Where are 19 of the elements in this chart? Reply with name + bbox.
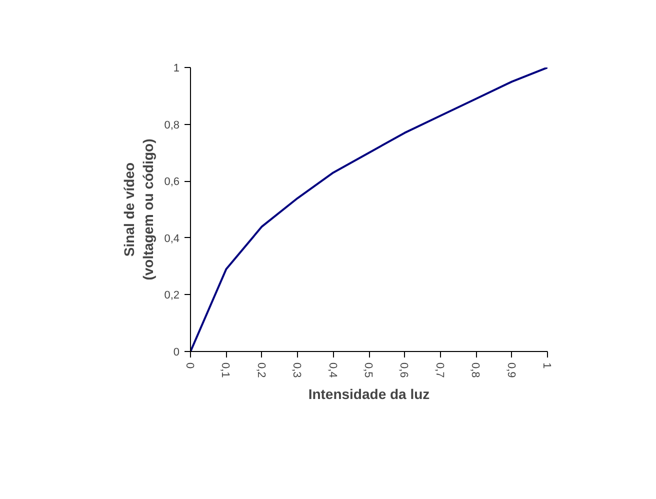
x-axis-title: Intensidade da luz [308, 386, 430, 402]
x-tick-label: 0,6 [398, 362, 410, 378]
x-tick-label: 0,8 [469, 362, 482, 378]
x-tick-label: 0,3 [290, 362, 303, 378]
x-tick-label: 0 [184, 362, 196, 369]
x-tick-label: 0,7 [433, 362, 446, 378]
x-tick-label: 0,4 [326, 362, 338, 378]
x-tick-label: 0,5 [362, 362, 374, 378]
x-tick-label: 0,9 [504, 362, 517, 378]
y-axis-title: Sinal de vídeo (voltagem ou código) [121, 138, 156, 280]
y-tick-label: 0,8 [164, 119, 180, 132]
y-tick-label: 0,4 [164, 232, 180, 245]
x-tick-label: 1 [540, 362, 552, 369]
y-tick-label: 0,2 [164, 290, 180, 302]
x-tick-label: 0,2 [254, 362, 267, 378]
y-tick-label: 0,6 [164, 176, 180, 188]
y-tick-label: 1 [173, 62, 180, 74]
y-tick-label: 0 [173, 346, 180, 358]
x-tick-label: 0,1 [219, 362, 232, 378]
